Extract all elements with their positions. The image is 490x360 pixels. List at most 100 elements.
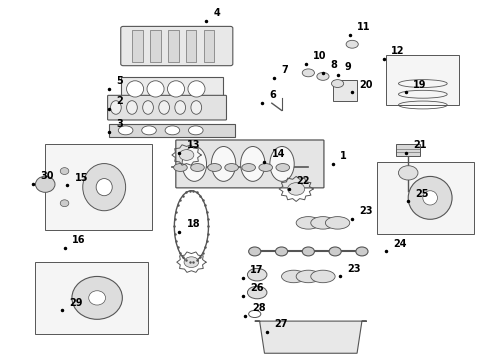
Ellipse shape xyxy=(60,168,69,175)
Ellipse shape xyxy=(60,200,69,207)
Ellipse shape xyxy=(311,217,335,229)
Polygon shape xyxy=(255,321,367,353)
Text: 6: 6 xyxy=(270,90,276,100)
Text: 21: 21 xyxy=(413,140,427,150)
Ellipse shape xyxy=(346,40,358,48)
Ellipse shape xyxy=(317,72,329,80)
Ellipse shape xyxy=(288,183,305,195)
Ellipse shape xyxy=(191,101,202,114)
Text: 15: 15 xyxy=(74,172,88,183)
Text: 5: 5 xyxy=(116,76,122,86)
Bar xyxy=(333,80,357,102)
Ellipse shape xyxy=(247,269,267,281)
Ellipse shape xyxy=(175,101,186,114)
Ellipse shape xyxy=(408,176,452,219)
Bar xyxy=(109,123,235,137)
Text: 23: 23 xyxy=(347,264,361,274)
Ellipse shape xyxy=(89,291,105,305)
Text: 4: 4 xyxy=(213,8,220,18)
Text: 1: 1 xyxy=(340,151,347,161)
Ellipse shape xyxy=(118,126,133,135)
Ellipse shape xyxy=(325,217,350,229)
Ellipse shape xyxy=(259,163,272,171)
Ellipse shape xyxy=(241,147,265,181)
Ellipse shape xyxy=(179,150,194,160)
Bar xyxy=(396,144,420,156)
Text: 12: 12 xyxy=(391,46,405,56)
Ellipse shape xyxy=(184,257,199,267)
Ellipse shape xyxy=(126,101,137,114)
Ellipse shape xyxy=(423,191,438,205)
Ellipse shape xyxy=(276,163,290,171)
Bar xyxy=(186,30,196,62)
FancyBboxPatch shape xyxy=(108,95,226,120)
Text: 13: 13 xyxy=(187,140,200,150)
Text: 2: 2 xyxy=(116,96,122,106)
Ellipse shape xyxy=(331,80,343,87)
Ellipse shape xyxy=(275,247,288,256)
Ellipse shape xyxy=(168,81,185,97)
Ellipse shape xyxy=(182,147,206,181)
Bar xyxy=(150,30,161,62)
Ellipse shape xyxy=(173,163,187,171)
Text: 17: 17 xyxy=(250,265,263,275)
Ellipse shape xyxy=(302,69,315,77)
Ellipse shape xyxy=(143,101,153,114)
Text: 20: 20 xyxy=(360,80,373,90)
Ellipse shape xyxy=(96,179,112,196)
FancyBboxPatch shape xyxy=(121,26,233,66)
Text: 30: 30 xyxy=(40,171,54,181)
Bar xyxy=(203,30,214,62)
Ellipse shape xyxy=(188,81,205,97)
Bar xyxy=(376,162,474,234)
Ellipse shape xyxy=(311,270,335,283)
Text: 19: 19 xyxy=(413,80,427,90)
Bar xyxy=(132,30,143,62)
Ellipse shape xyxy=(189,126,203,135)
Text: 25: 25 xyxy=(416,189,429,199)
Ellipse shape xyxy=(296,217,320,229)
Ellipse shape xyxy=(211,147,236,181)
Ellipse shape xyxy=(296,270,320,283)
Ellipse shape xyxy=(142,126,156,135)
Ellipse shape xyxy=(111,101,121,114)
Ellipse shape xyxy=(225,163,239,171)
FancyBboxPatch shape xyxy=(176,140,324,188)
Ellipse shape xyxy=(270,147,294,181)
Bar xyxy=(35,262,147,334)
Ellipse shape xyxy=(83,163,125,211)
Text: 23: 23 xyxy=(360,206,373,216)
Text: 22: 22 xyxy=(296,176,310,186)
Bar xyxy=(121,77,223,100)
Text: 29: 29 xyxy=(70,297,83,307)
Ellipse shape xyxy=(329,247,341,256)
Text: 7: 7 xyxy=(282,65,288,75)
Ellipse shape xyxy=(35,176,55,192)
Text: 9: 9 xyxy=(345,62,352,72)
Text: 18: 18 xyxy=(187,219,200,229)
Ellipse shape xyxy=(242,163,255,171)
Text: 27: 27 xyxy=(274,319,288,329)
Text: 16: 16 xyxy=(72,235,86,245)
Text: 14: 14 xyxy=(272,149,285,159)
Ellipse shape xyxy=(302,247,315,256)
Bar xyxy=(168,30,178,62)
Bar xyxy=(386,55,460,105)
Ellipse shape xyxy=(356,247,368,256)
Ellipse shape xyxy=(247,286,267,299)
Ellipse shape xyxy=(191,163,204,171)
Text: 11: 11 xyxy=(357,22,370,32)
Ellipse shape xyxy=(398,166,418,180)
Ellipse shape xyxy=(147,81,164,97)
Ellipse shape xyxy=(72,276,122,319)
Ellipse shape xyxy=(208,163,221,171)
Ellipse shape xyxy=(282,270,306,283)
Text: 8: 8 xyxy=(330,60,337,70)
Text: 10: 10 xyxy=(313,51,327,61)
Ellipse shape xyxy=(248,247,261,256)
Text: 26: 26 xyxy=(250,283,263,293)
Text: 28: 28 xyxy=(252,303,266,313)
Ellipse shape xyxy=(159,101,170,114)
Ellipse shape xyxy=(126,81,144,97)
Ellipse shape xyxy=(165,126,180,135)
